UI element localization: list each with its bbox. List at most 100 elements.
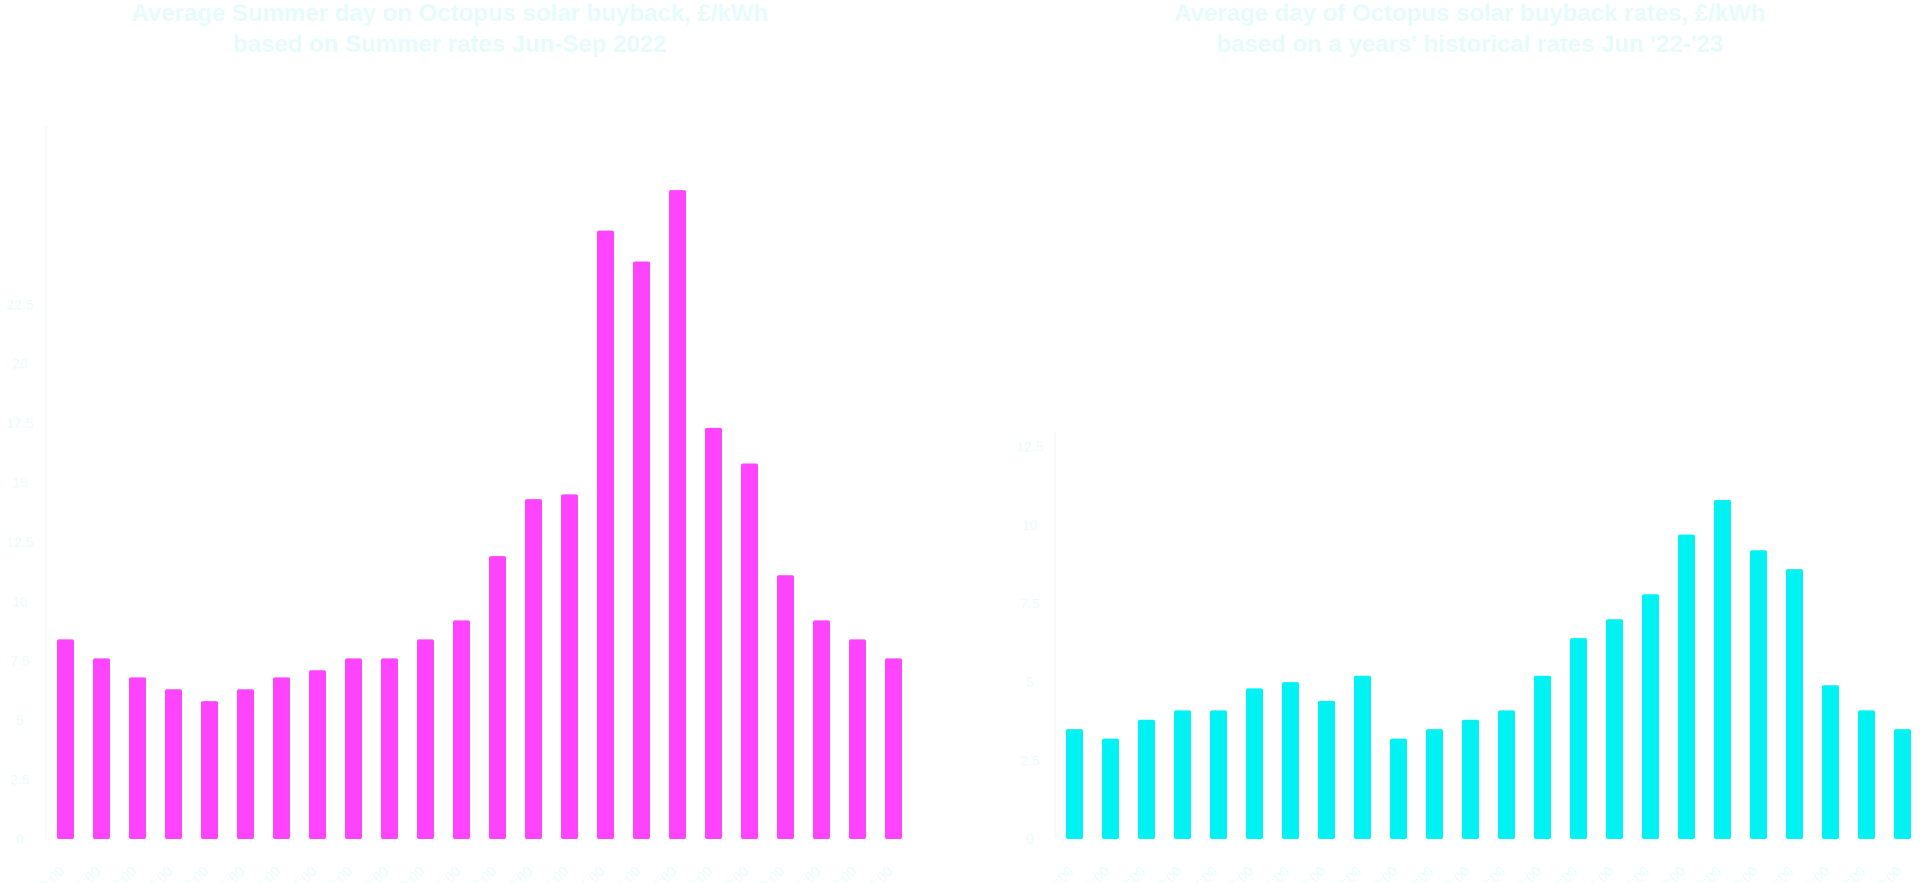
right-x-tick-label: 5:00	[1226, 863, 1257, 883]
left-bar-700	[309, 670, 326, 839]
left-x-tick-label: 6:00	[253, 863, 284, 883]
right-y-tick-label: 2.5	[1020, 753, 1040, 769]
left-y-tick-label: 0	[16, 831, 24, 847]
right-bar-1600	[1642, 594, 1659, 839]
left-chart-subtitle-line: based on Summer rates Jun-Sep 2022	[233, 31, 667, 58]
right-x-tick-label: 22:00	[1833, 863, 1869, 883]
left-x-tick-label: 16:00	[608, 863, 644, 883]
left-x-tick-label: 23:00	[860, 863, 896, 883]
right-x-tick-label: 8:00	[1334, 863, 1365, 883]
right-bar-600	[1282, 682, 1299, 839]
left-bar-1300	[525, 499, 542, 839]
left-x-tick-label: 4:00	[181, 863, 212, 883]
left-bar-500	[237, 689, 254, 839]
left-bar-300	[165, 689, 182, 839]
left-x-tick-label: 19:00	[716, 863, 752, 883]
left-bar-800	[345, 658, 362, 839]
left-x-tick-label: 9:00	[361, 863, 392, 883]
right-x-tick-label: 16:00	[1617, 863, 1653, 883]
right-bar-2200	[1858, 710, 1875, 839]
left-x-tick-label: 21:00	[788, 863, 824, 883]
right-x-tick-label: 12:00	[1473, 863, 1509, 883]
left-x-tick-label: 20:00	[752, 863, 788, 883]
right-bar-200	[1138, 719, 1155, 839]
right-x-tick-label: 13:00	[1509, 863, 1545, 883]
right-x-tick-label: 21:00	[1797, 863, 1833, 883]
right-x-tick-label: 11:00	[1437, 863, 1473, 883]
right-bar-800	[1354, 675, 1371, 839]
right-bar-900	[1390, 738, 1407, 839]
left-bar-100	[93, 658, 110, 839]
right-chart-title-line: Average day of Octopus solar buyback rat…	[1174, 0, 1766, 27]
right-x-tick-label: 20:00	[1761, 863, 1797, 883]
right-chart-title: Average day of Octopus solar buyback rat…	[1080, 0, 1860, 60]
left-x-tick-label: 1:00	[73, 863, 104, 883]
left-x-tick-label: 0:00	[37, 863, 68, 883]
left-x-tick-label: 18:00	[680, 863, 716, 883]
left-bar-600	[273, 677, 290, 839]
right-bar-1900	[1750, 550, 1767, 839]
right-bar-1500	[1606, 619, 1623, 839]
right-x-tick-label: 1:00	[1082, 863, 1113, 883]
left-y-tick-label: 10	[12, 593, 28, 609]
left-x-tick-label: 13:00	[500, 863, 536, 883]
right-x-tick-label: 14:00	[1545, 863, 1581, 883]
right-x-tick-label: 2:00	[1118, 863, 1149, 883]
right-bar-300	[1174, 710, 1191, 839]
right-x-tick-label: 0:00	[1046, 863, 1077, 883]
right-bar-400	[1210, 710, 1227, 839]
right-x-tick-label: 9:00	[1370, 863, 1401, 883]
left-x-tick-label: 12:00	[464, 863, 500, 883]
right-x-tick-label: 17:00	[1653, 863, 1689, 883]
right-x-tick-label: 18:00	[1689, 863, 1725, 883]
right-bar-2000	[1786, 569, 1803, 839]
right-x-tick-label: 23:00	[1869, 863, 1905, 883]
right-bar-1300	[1534, 675, 1551, 839]
left-y-tick-label: 20	[12, 356, 28, 372]
left-x-tick-label: 7:00	[289, 863, 320, 883]
right-x-tick-label: 15:00	[1581, 863, 1617, 883]
left-bar-1600	[633, 261, 650, 840]
left-x-tick-label: 14:00	[536, 863, 572, 883]
left-bar-1100	[453, 620, 470, 839]
left-chart-title-line: Average Summer day on Octopus solar buyb…	[131, 0, 769, 27]
right-bar-1700	[1678, 534, 1695, 839]
right-bar-1400	[1570, 638, 1587, 839]
left-x-tick-label: 2:00	[109, 863, 140, 883]
left-y-tick-label: 17.5	[6, 415, 33, 431]
left-y-tick-label: 5	[16, 712, 24, 728]
right-y-tick-label: 7.5	[1020, 596, 1040, 612]
left-x-tick-label: 10:00	[392, 863, 428, 883]
right-bar-chart: 0 2.5 5 7.5 10 12.5 0:00 1:00 2:00 3:00 4:00 5:00 6:…	[1016, 431, 1911, 883]
left-bar-2000	[777, 575, 794, 839]
right-chart-subtitle-line: based on a years' historical rates Jun '…	[1216, 31, 1724, 58]
right-bar-2100	[1822, 685, 1839, 839]
left-x-tick-label: 3:00	[145, 863, 176, 883]
left-x-tick-label: 17:00	[644, 863, 680, 883]
right-bar-1800	[1714, 500, 1731, 839]
left-bar-1000	[417, 639, 434, 839]
right-x-tick-label: 10:00	[1401, 863, 1437, 883]
left-bar-2300	[885, 658, 902, 839]
right-bar-1200	[1498, 710, 1515, 839]
left-y-tick-label: 12.5	[6, 534, 33, 550]
left-bar-900	[381, 658, 398, 839]
left-x-tick-label: 15:00	[572, 863, 608, 883]
right-x-tick-label: 6:00	[1262, 863, 1293, 883]
left-y-tick-label: 2.5	[10, 772, 30, 788]
left-bar-1700	[669, 190, 686, 840]
right-bar-000	[1066, 729, 1083, 839]
right-x-tick-label: 4:00	[1190, 863, 1221, 883]
left-y-tick-label: 15	[12, 475, 28, 491]
right-bar-1100	[1462, 719, 1479, 839]
right-x-tick-label: 3:00	[1154, 863, 1185, 883]
left-y-tick-label: 22.5	[6, 296, 33, 312]
right-x-tick-label: 19:00	[1725, 863, 1761, 883]
right-bar-700	[1318, 700, 1335, 839]
right-y-tick-label: 10	[1022, 517, 1038, 533]
left-x-tick-label: 5:00	[217, 863, 248, 883]
left-x-tick-label: 8:00	[325, 863, 356, 883]
right-x-tick-label: 7:00	[1298, 863, 1329, 883]
